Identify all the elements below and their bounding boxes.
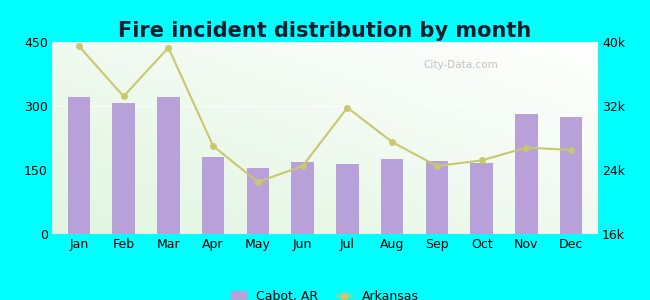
Bar — [426, 161, 448, 234]
Bar — [247, 168, 269, 234]
Bar — [157, 97, 179, 234]
Bar — [471, 163, 493, 234]
Bar — [381, 159, 403, 234]
Text: Fire incident distribution by month: Fire incident distribution by month — [118, 21, 532, 41]
Bar — [202, 157, 224, 234]
Bar — [515, 114, 538, 234]
Bar — [112, 103, 135, 234]
Text: City-Data.com: City-Data.com — [423, 60, 498, 70]
Legend: Cabot, AR, Arkansas: Cabot, AR, Arkansas — [226, 285, 424, 300]
Bar — [560, 117, 582, 234]
Bar — [291, 162, 314, 234]
Bar — [68, 98, 90, 234]
Bar — [336, 164, 359, 234]
